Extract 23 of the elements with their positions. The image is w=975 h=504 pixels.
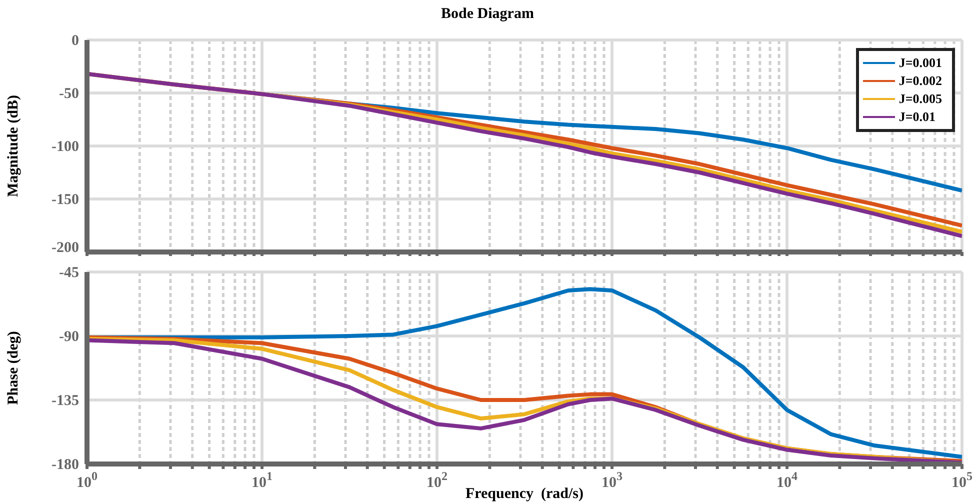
y-tick-label: -135 — [52, 393, 79, 409]
x-tick-label: 10$^{3}$ — [602, 469, 622, 491]
x-tick-label: 10$^{4}$ — [776, 469, 798, 491]
x-tick-label: 10$^{2}$ — [426, 469, 448, 491]
legend-label: J=0.002 — [898, 72, 942, 90]
legend-label: J=0.005 — [898, 90, 942, 108]
y-axis-title: Phase (deg) — [5, 331, 22, 405]
y-tick-label: -200 — [52, 240, 79, 256]
x-tick-label: 10$^{1}$ — [252, 469, 272, 491]
legend-label: J=0.01 — [898, 108, 936, 126]
y-axis-title: Magnitude (dB) — [5, 94, 22, 198]
y-tick-label: -100 — [52, 139, 79, 155]
y-tick-label: -50 — [59, 86, 79, 102]
x-axis-title: Frequency (rad/s) — [465, 486, 584, 502]
y-tick-label: -90 — [59, 329, 79, 345]
x-tick-label: 10$^{5}$ — [952, 469, 972, 491]
y-tick-label: -45 — [59, 265, 79, 281]
y-tick-label: -150 — [52, 192, 79, 208]
chart-title: Bode Diagram — [440, 6, 535, 23]
y-tick-label: 0 — [72, 33, 79, 49]
x-tick-label: 10$^{0}$ — [76, 469, 98, 491]
y-tick-label: -180 — [52, 457, 79, 473]
legend-label: J=0.001 — [898, 54, 942, 72]
